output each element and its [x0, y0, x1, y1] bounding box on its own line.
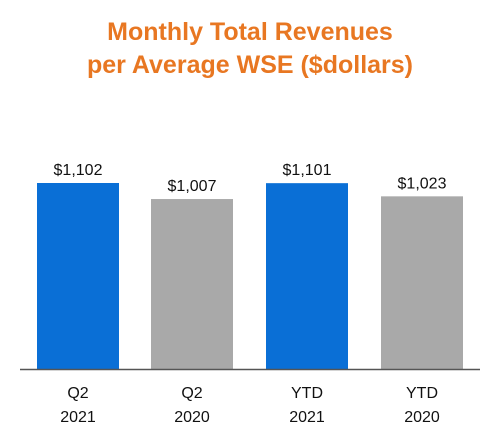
- value-label-1: $1,007: [168, 178, 217, 195]
- category-label-2-line-2: 2021: [289, 409, 325, 426]
- category-label-3-line-1: YTD: [406, 385, 438, 402]
- category-label-2-line-1: YTD: [291, 385, 323, 402]
- value-label-2: $1,101: [283, 162, 332, 179]
- bar-2: [266, 183, 348, 369]
- category-label-0-line-2: 2021: [60, 409, 96, 426]
- category-label-3-line-2: 2020: [404, 409, 440, 426]
- value-label-3: $1,023: [398, 175, 447, 192]
- category-label-1-line-2: 2020: [174, 409, 210, 426]
- category-label-0-line-1: Q2: [67, 385, 88, 402]
- category-label-1-line-1: Q2: [181, 385, 202, 402]
- bar-3: [381, 196, 463, 369]
- bar-1: [151, 199, 233, 369]
- value-label-0: $1,102: [54, 162, 103, 179]
- chart-title-line-1: Monthly Total Revenues: [107, 18, 393, 46]
- chart-title-line-2: per Average WSE ($dollars): [86, 51, 414, 79]
- bar-0: [37, 183, 119, 369]
- chart-title: Monthly Total Revenues per Average WSE (…: [0, 16, 500, 82]
